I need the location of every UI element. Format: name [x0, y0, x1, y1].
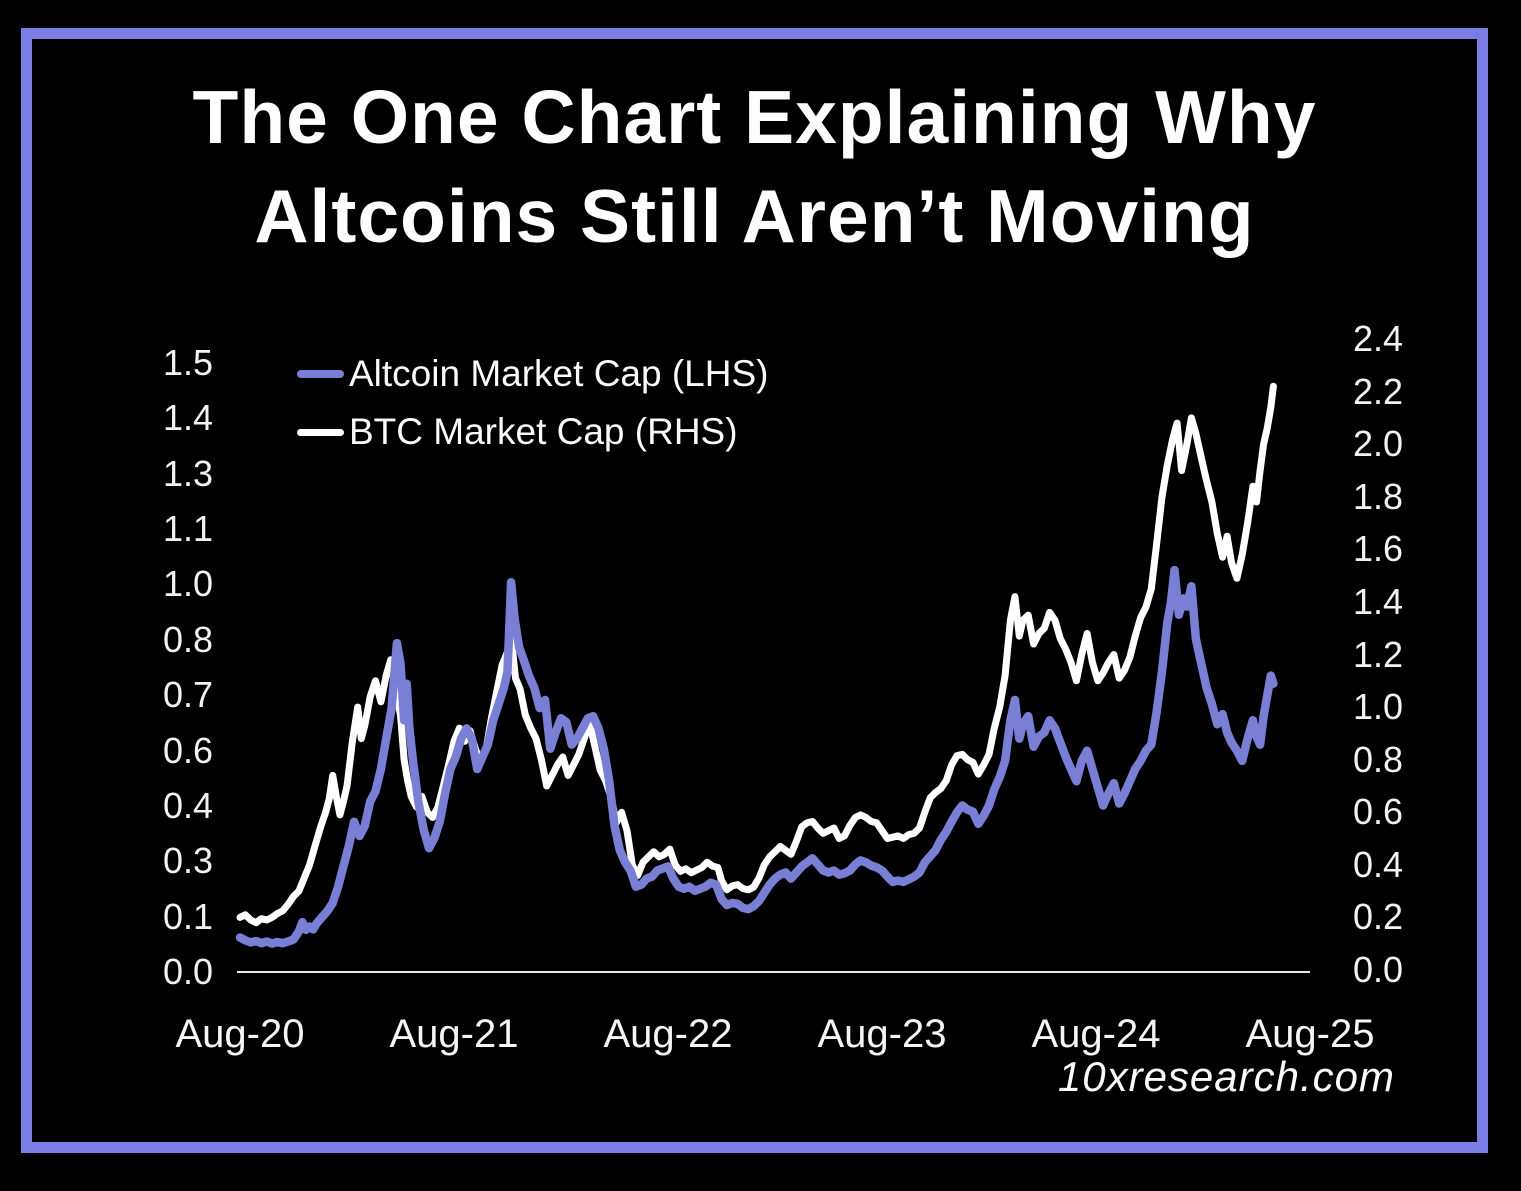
legend-item-altcoin: Altcoin Market Cap (LHS) [297, 352, 768, 396]
legend-label-altcoin: Altcoin Market Cap (LHS) [349, 353, 769, 394]
altcoin-line-swatch [297, 370, 344, 378]
altcoin-market-cap-line [235, 565, 1278, 948]
left-axis-tick: 1.1 [162, 508, 213, 550]
x-axis-tick: Aug-20 [175, 1012, 305, 1056]
right-axis-tick: 2.0 [1353, 423, 1404, 465]
right-axis-tick: 1.8 [1353, 475, 1404, 517]
right-axis-tick: 0.6 [1353, 791, 1404, 833]
left-axis-tick: 1.5 [162, 342, 213, 383]
x-axis-tick: Aug-24 [1031, 1012, 1161, 1056]
page-title-line1: The One Chart Explaining Why [192, 75, 1317, 159]
x-axis-tick: Aug-25 [1245, 1012, 1375, 1056]
x-axis-tick: Aug-22 [603, 1012, 733, 1056]
left-axis-tick: 0.6 [162, 729, 213, 771]
right-axis-tick: 0.0 [1353, 949, 1404, 990]
right-axis-tick: 1.0 [1353, 686, 1404, 728]
page-title: The One Chart Explaining Why Altcoins St… [32, 68, 1477, 266]
right-axis-tick: 1.6 [1353, 528, 1404, 570]
right-axis-tick: 0.8 [1353, 738, 1404, 780]
right-axis-tick: 1.2 [1353, 633, 1404, 675]
left-axis-tick: 0.1 [162, 895, 213, 937]
x-axis-tick: Aug-21 [389, 1012, 519, 1056]
left-axis-tick: 1.4 [162, 397, 213, 439]
left-axis-tick: 0.0 [162, 951, 213, 992]
left-axis-tick: 0.8 [162, 618, 213, 660]
right-axis-tick: 2.4 [1353, 318, 1404, 359]
left-axis-tick: 0.7 [162, 674, 213, 716]
right-axis-tick: 0.2 [1353, 896, 1404, 938]
x-axis-tick: Aug-23 [817, 1012, 947, 1056]
right-axis-tick: 1.4 [1353, 580, 1404, 622]
left-axis-tick: 1.3 [162, 452, 213, 494]
page-title-line2: Altcoins Still Aren’t Moving [254, 174, 1255, 258]
watermark: 10xresearch.com [1057, 1053, 1395, 1100]
legend-item-btc: BTC Market Cap (RHS) [297, 410, 768, 454]
right-axis-tick: 2.2 [1353, 370, 1404, 412]
btc-market-cap-line [236, 382, 1277, 927]
left-axis-tick: 0.4 [162, 784, 213, 826]
left-axis-tick: 0.3 [162, 840, 213, 882]
purple-frame-border [21, 28, 1488, 1153]
right-axis-tick: 0.4 [1353, 843, 1404, 885]
btc-line-swatch [297, 428, 344, 436]
legend-label-btc: BTC Market Cap (RHS) [349, 411, 738, 452]
chart-legend: Altcoin Market Cap (LHS) BTC Market Cap … [297, 352, 768, 454]
left-axis-tick: 1.0 [162, 563, 213, 605]
